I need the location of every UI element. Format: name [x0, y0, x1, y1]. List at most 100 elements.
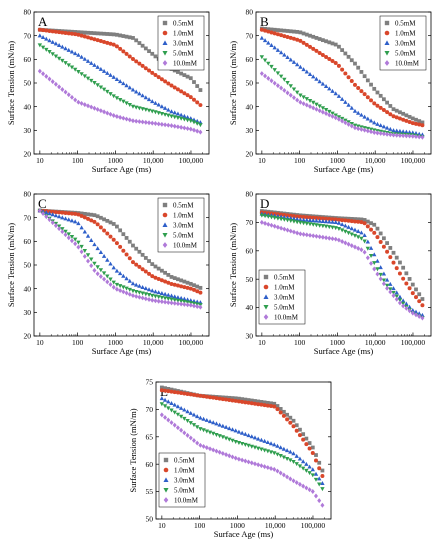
data-point — [105, 231, 110, 236]
data-point — [108, 234, 113, 239]
data-point — [420, 120, 425, 125]
data-point — [407, 114, 412, 119]
data-point — [295, 37, 300, 42]
data-point — [127, 35, 132, 40]
data-point — [259, 447, 264, 452]
data-point — [413, 309, 419, 314]
data-point — [378, 276, 383, 282]
data-point — [236, 429, 242, 434]
data-point — [420, 297, 425, 301]
data-point — [375, 90, 380, 95]
data-point — [182, 299, 187, 304]
data-point — [56, 214, 62, 219]
data-point — [288, 215, 293, 220]
legend-marker — [162, 242, 168, 248]
data-point — [381, 131, 386, 137]
data-point — [285, 227, 290, 233]
data-point — [211, 431, 216, 436]
data-point — [291, 229, 296, 235]
data-point — [333, 219, 338, 224]
data-point — [294, 423, 299, 428]
data-point — [117, 284, 123, 289]
data-point — [127, 239, 132, 244]
data-point — [391, 293, 396, 299]
data-point — [105, 89, 110, 94]
data-point — [121, 248, 126, 253]
data-point — [63, 61, 68, 66]
data-point — [362, 221, 367, 226]
data-point — [343, 223, 348, 228]
data-point — [143, 256, 148, 260]
data-point — [375, 267, 380, 272]
data-point — [346, 75, 351, 80]
data-point — [397, 271, 402, 276]
data-point — [308, 232, 313, 238]
data-point — [307, 464, 312, 469]
data-point — [320, 106, 326, 111]
data-point — [166, 107, 171, 112]
data-point — [269, 30, 274, 35]
data-point — [285, 55, 290, 60]
data-point — [388, 112, 393, 117]
data-point — [102, 109, 107, 115]
data-point — [114, 114, 119, 120]
data-point — [153, 264, 158, 269]
data-point — [385, 249, 390, 254]
legend-label: 1.0mM — [174, 467, 195, 475]
data-point — [368, 245, 374, 250]
data-point — [320, 216, 325, 221]
data-point — [108, 261, 113, 266]
data-point — [314, 48, 319, 53]
data-point — [417, 134, 422, 140]
data-point — [220, 450, 225, 456]
data-point — [294, 220, 300, 225]
data-point — [198, 304, 203, 310]
data-point — [92, 105, 97, 111]
data-point — [175, 412, 181, 417]
data-point — [53, 223, 58, 229]
data-point — [375, 235, 380, 240]
legend: 0.5mM 1.0mM 3.0mM 5.0mM 10.0mM — [258, 269, 306, 325]
data-point — [291, 95, 296, 101]
data-point — [172, 110, 177, 115]
data-point — [356, 217, 361, 222]
data-point — [320, 219, 326, 224]
data-point — [214, 421, 219, 426]
legend-label: 10.0mM — [173, 60, 198, 68]
data-point — [410, 282, 415, 287]
data-point — [381, 244, 386, 249]
data-point — [50, 39, 55, 44]
data-point — [417, 311, 422, 316]
data-point — [285, 90, 290, 96]
data-point — [166, 280, 171, 285]
data-point — [166, 300, 171, 305]
data-point — [352, 244, 357, 250]
legend: 0.5mM 1.0mM 3.0mM 5.0mM 10.0mM — [157, 15, 205, 71]
data-point — [63, 232, 68, 238]
data-point — [311, 215, 316, 220]
data-point — [349, 79, 354, 84]
data-point — [362, 127, 367, 133]
data-point — [131, 243, 135, 248]
x-tick-label: 10,000 — [265, 521, 286, 530]
data-point — [140, 119, 145, 125]
data-point — [188, 286, 193, 291]
data-point — [101, 87, 107, 92]
data-point — [134, 59, 139, 64]
data-point — [114, 76, 120, 81]
data-point — [153, 110, 158, 115]
x-tick-label: 1000 — [330, 338, 345, 347]
data-point — [362, 114, 367, 119]
data-point — [385, 100, 389, 105]
data-point — [311, 218, 316, 223]
data-point — [98, 250, 104, 255]
data-point — [282, 77, 287, 82]
data-point — [217, 396, 222, 401]
data-point — [79, 213, 84, 218]
data-point — [356, 229, 361, 234]
data-point — [365, 128, 370, 134]
data-point — [69, 65, 75, 70]
data-point — [282, 226, 287, 232]
data-point — [105, 274, 110, 279]
y-tick-label: 30 — [24, 308, 32, 317]
